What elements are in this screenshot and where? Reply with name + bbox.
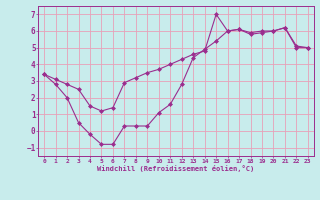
X-axis label: Windchill (Refroidissement éolien,°C): Windchill (Refroidissement éolien,°C) <box>97 165 255 172</box>
